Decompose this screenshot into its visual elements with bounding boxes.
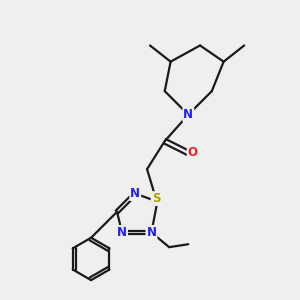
Text: O: O	[188, 146, 198, 159]
Text: S: S	[152, 192, 160, 205]
Text: N: N	[117, 226, 127, 239]
Text: N: N	[130, 187, 140, 200]
Text: N: N	[146, 226, 157, 239]
Text: N: N	[183, 108, 193, 121]
